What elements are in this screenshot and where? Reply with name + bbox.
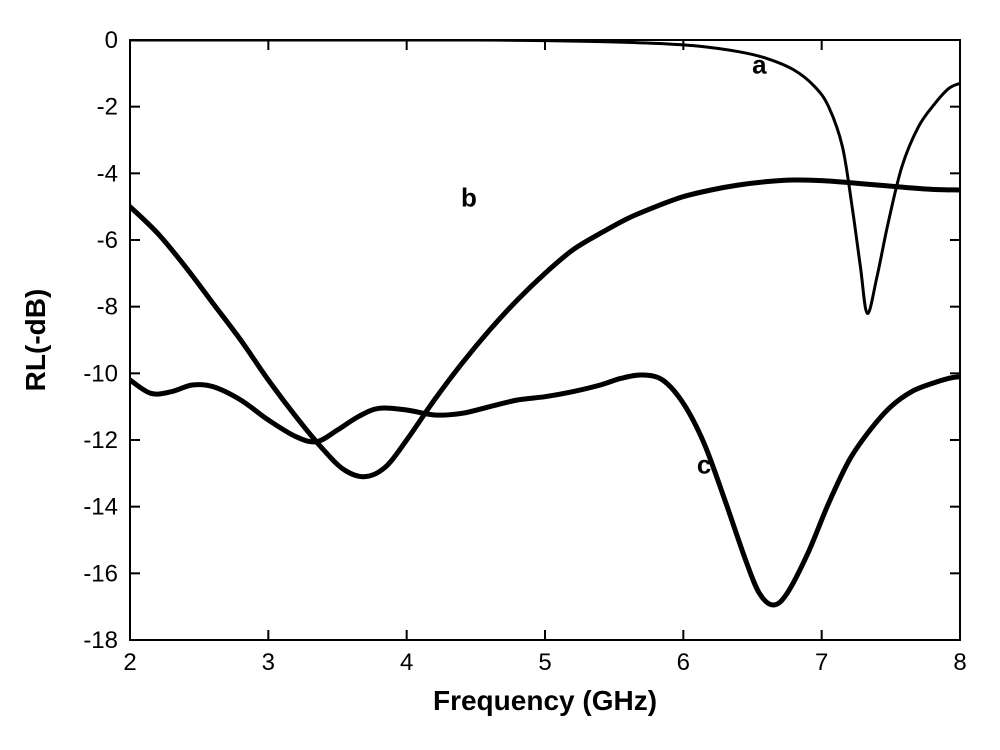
y-tick-label: -6 bbox=[97, 227, 118, 254]
x-tick-label: 3 bbox=[262, 649, 275, 676]
chart-svg: 2 3 4 5 6 7 8 -18 -16 -14 -12 -10 -8 -6 -4 -2 0 Frequency… bbox=[0, 0, 1000, 750]
x-tick-label: 7 bbox=[815, 649, 828, 676]
x-axis-label: Frequency (GHz) bbox=[433, 685, 657, 716]
y-tick-label: -12 bbox=[83, 427, 118, 454]
y-tick-label: 0 bbox=[105, 27, 118, 54]
y-tick-label: -10 bbox=[83, 360, 118, 387]
y-tick-label: -8 bbox=[97, 294, 118, 321]
series-b-label: b bbox=[461, 183, 477, 213]
x-tick-label: 2 bbox=[123, 649, 136, 676]
x-tick-label: 8 bbox=[953, 649, 966, 676]
y-tick-label: -18 bbox=[83, 627, 118, 654]
x-tick-label: 6 bbox=[677, 649, 690, 676]
rl-vs-frequency-chart: 2 3 4 5 6 7 8 -18 -16 -14 -12 -10 -8 -6 -4 -2 0 Frequency… bbox=[0, 0, 1000, 750]
x-tick-label: 5 bbox=[538, 649, 551, 676]
series-a-label: a bbox=[752, 49, 767, 79]
y-axis-label: RL(-dB) bbox=[20, 289, 51, 392]
y-tick-label: -16 bbox=[83, 560, 118, 587]
x-tick-label: 4 bbox=[400, 649, 413, 676]
series-c-label: c bbox=[697, 449, 711, 479]
y-tick-label: -2 bbox=[97, 94, 118, 121]
y-tick-label: -4 bbox=[97, 160, 118, 187]
y-tick-label: -14 bbox=[83, 494, 118, 521]
